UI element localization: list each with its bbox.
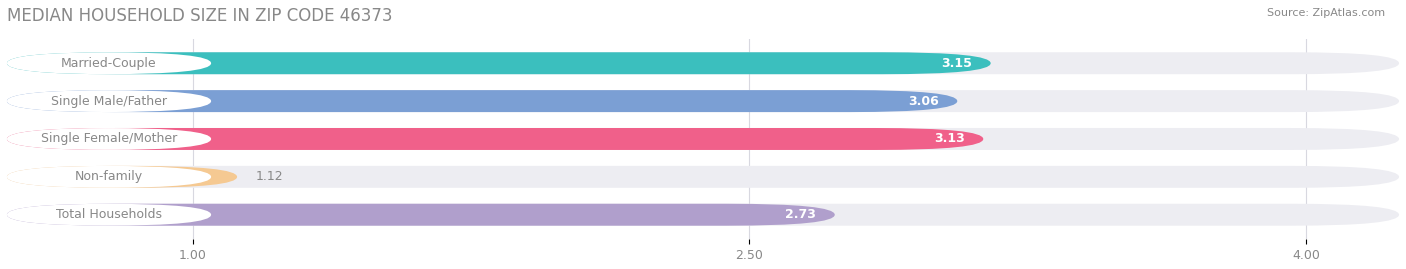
Text: Non-family: Non-family [75,170,143,183]
FancyBboxPatch shape [7,166,211,188]
Text: 3.15: 3.15 [941,57,972,70]
Text: Single Male/Father: Single Male/Father [51,95,167,108]
FancyBboxPatch shape [7,128,211,150]
Text: 3.13: 3.13 [934,132,965,146]
Text: Single Female/Mother: Single Female/Mother [41,132,177,146]
Text: 3.06: 3.06 [908,95,939,108]
FancyBboxPatch shape [7,166,238,188]
FancyBboxPatch shape [7,90,957,112]
FancyBboxPatch shape [7,128,1399,150]
Text: Total Households: Total Households [56,208,162,221]
FancyBboxPatch shape [7,204,1399,226]
FancyBboxPatch shape [7,90,1399,112]
FancyBboxPatch shape [7,128,983,150]
FancyBboxPatch shape [7,204,835,226]
FancyBboxPatch shape [7,52,211,74]
Text: Source: ZipAtlas.com: Source: ZipAtlas.com [1267,8,1385,18]
Text: 1.12: 1.12 [256,170,283,183]
Text: 2.73: 2.73 [786,208,817,221]
FancyBboxPatch shape [7,52,1399,74]
FancyBboxPatch shape [7,166,1399,188]
FancyBboxPatch shape [7,90,211,112]
FancyBboxPatch shape [7,52,991,74]
FancyBboxPatch shape [7,204,211,226]
Text: MEDIAN HOUSEHOLD SIZE IN ZIP CODE 46373: MEDIAN HOUSEHOLD SIZE IN ZIP CODE 46373 [7,7,392,25]
Text: Married-Couple: Married-Couple [62,57,157,70]
